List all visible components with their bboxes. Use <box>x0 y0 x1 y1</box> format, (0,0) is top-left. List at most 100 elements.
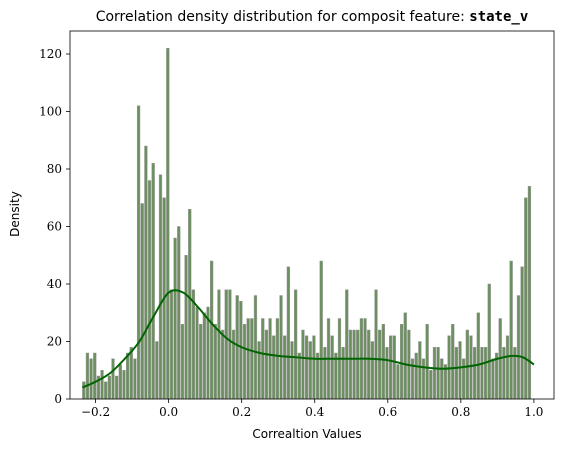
histogram-bar <box>516 295 521 400</box>
histogram-bars <box>82 48 532 400</box>
plot-frame <box>69 30 555 400</box>
histogram-bar <box>480 347 484 400</box>
histogram-bar <box>378 329 382 400</box>
histogram-bar <box>356 329 360 400</box>
histogram-bar <box>319 260 323 400</box>
y-tick-label: 20 <box>47 335 62 349</box>
kde-curve <box>82 289 535 389</box>
y-tick-label: 100 <box>39 105 62 119</box>
histogram-bar <box>180 324 185 400</box>
histogram-bar <box>421 358 426 400</box>
histogram-bar <box>294 289 298 400</box>
histogram-bar <box>414 352 418 400</box>
histogram-bar <box>312 335 316 400</box>
histogram-bar <box>129 347 133 400</box>
y-tick-label: 120 <box>39 47 62 61</box>
histogram-bar <box>370 341 374 400</box>
histogram-bar <box>297 352 301 400</box>
histogram-bar <box>115 375 119 400</box>
histogram-bar <box>177 226 181 400</box>
histogram-bar <box>136 105 141 400</box>
histogram-bar <box>323 347 327 400</box>
histogram-bar <box>257 341 261 400</box>
chart-title-text: Correlation density distribution for com… <box>96 9 470 25</box>
chart-title: Correlation density distribution for com… <box>96 9 529 25</box>
histogram-bar <box>399 324 404 400</box>
histogram-bar <box>304 335 309 400</box>
x-tick-label: 1.0 <box>524 405 543 419</box>
histogram-bar <box>476 312 480 400</box>
histogram-bar <box>520 266 524 400</box>
histogram-bar <box>527 186 532 400</box>
histogram-bar <box>111 358 115 400</box>
histogram-bar <box>352 329 356 400</box>
histogram-bar <box>147 180 152 400</box>
histogram-bar <box>462 358 466 400</box>
histogram-bar <box>283 335 287 400</box>
histogram-bar <box>381 324 385 400</box>
histogram-bar <box>505 335 510 400</box>
x-tick-label: 0.4 <box>305 405 324 419</box>
histogram-bar <box>133 358 137 400</box>
histogram-bar <box>122 370 126 400</box>
histogram-bar <box>199 324 203 400</box>
histogram-bar <box>389 335 393 400</box>
histogram-bar <box>418 341 422 400</box>
histogram-bar <box>118 364 122 400</box>
x-axis-label: Correaltion Values <box>252 427 361 441</box>
histogram-bar <box>184 255 188 400</box>
histogram-bar <box>100 370 104 400</box>
histogram-bar <box>158 174 163 400</box>
y-tick-label: 80 <box>47 162 62 176</box>
histogram-bar <box>253 295 258 400</box>
histogram-bar <box>126 352 130 400</box>
histogram-bar <box>250 318 254 400</box>
histogram-bar <box>210 260 214 400</box>
histogram-bar <box>89 358 93 400</box>
histogram-bar <box>451 324 455 400</box>
histogram-bar <box>308 341 312 400</box>
y-tick-label: 40 <box>47 277 62 291</box>
histogram-bar <box>491 358 495 400</box>
y-axis-label: Density <box>8 191 22 237</box>
histogram-bar <box>140 203 144 400</box>
histogram-bar <box>403 312 407 400</box>
histogram-bar <box>473 347 477 400</box>
histogram-bar <box>341 347 345 400</box>
histogram-bar <box>465 329 469 400</box>
y-axis-ticks: 0 20 40 60 80 100 120 <box>39 47 70 406</box>
histogram-bar <box>330 335 334 400</box>
histogram-bar <box>301 329 305 400</box>
histogram-bar <box>447 335 451 400</box>
x-tick-label: 0.8 <box>451 405 470 419</box>
histogram-bar <box>144 145 148 400</box>
histogram-bar <box>454 347 459 400</box>
histogram-bar <box>290 341 294 400</box>
histogram-bar <box>82 381 86 400</box>
x-tick-label: 0.2 <box>232 405 251 419</box>
histogram-bar <box>261 318 265 400</box>
x-tick-label: 0.6 <box>378 405 397 419</box>
histogram-bar <box>188 209 192 400</box>
x-tick-label: −0.2 <box>81 405 110 419</box>
x-tick-label: 0.0 <box>159 405 178 419</box>
histogram-bar <box>173 237 177 400</box>
histogram-bar <box>315 352 320 400</box>
histogram-bar <box>242 324 247 400</box>
histogram-bar <box>469 335 473 400</box>
histogram-bar <box>224 289 228 400</box>
histogram-bar <box>385 347 389 400</box>
histogram-bar <box>440 358 444 400</box>
histogram-bar <box>432 347 437 400</box>
histogram-bar <box>107 375 111 400</box>
histogram-bar <box>246 318 250 400</box>
histogram-bar <box>151 163 155 400</box>
histogram-bar <box>231 329 236 400</box>
histogram-bar <box>217 289 221 400</box>
histogram-bar <box>228 289 232 400</box>
histogram-bar <box>458 341 462 400</box>
histogram-bar <box>392 335 396 400</box>
histogram-bar <box>502 347 506 400</box>
histogram-bar <box>93 352 97 400</box>
